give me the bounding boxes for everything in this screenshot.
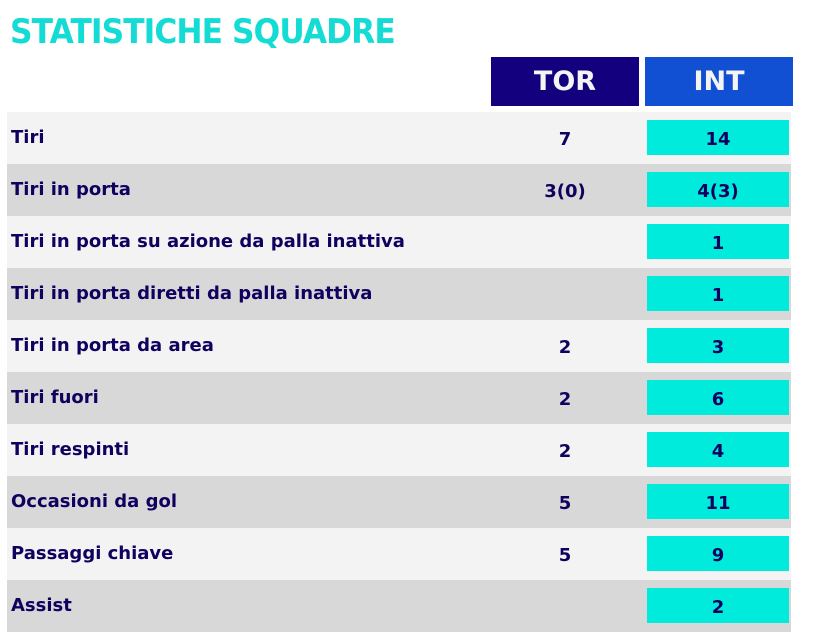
tor-value: 2 <box>558 337 572 358</box>
int-value: 14 <box>647 120 789 155</box>
tor-value: 5 <box>558 493 572 514</box>
stats-table: Tiri 7 14 Tiri in porta 3(0) 4(3) Tiri in port… <box>7 112 791 632</box>
stat-label: Tiri in porta <box>11 179 131 200</box>
int-value: 1 <box>647 224 789 259</box>
table-row: Tiri respinti 2 4 <box>7 424 791 476</box>
page-title: STATISTICHE SQUADRE <box>10 12 396 52</box>
table-row: Tiri fuori 2 6 <box>7 372 791 424</box>
tor-value: 7 <box>558 129 572 150</box>
int-value: 3 <box>647 328 789 363</box>
int-value: 4 <box>647 432 789 467</box>
stat-label: Tiri in porta diretti da palla inattiva <box>11 283 373 304</box>
stat-label: Passaggi chiave <box>11 543 174 564</box>
stat-label: Tiri fuori <box>11 387 99 408</box>
table-row: Passaggi chiave 5 9 <box>7 528 791 580</box>
table-row: Assist 2 <box>7 580 791 632</box>
tor-value: 5 <box>558 545 572 566</box>
stat-label: Assist <box>11 595 72 616</box>
int-value: 6 <box>647 380 789 415</box>
table-row: Tiri in porta 3(0) 4(3) <box>7 164 791 216</box>
team-header-tor: TOR <box>491 57 639 106</box>
int-value: 2 <box>647 588 789 623</box>
table-row: Tiri 7 14 <box>7 112 791 164</box>
tor-value: 3(0) <box>544 181 586 202</box>
stat-label: Tiri <box>11 127 45 148</box>
stat-label: Tiri in porta da area <box>11 335 214 356</box>
int-value: 1 <box>647 276 789 311</box>
table-row: Tiri in porta su azione da palla inattiv… <box>7 216 791 268</box>
team-header-int: INT <box>645 57 793 106</box>
table-row: Tiri in porta diretti da palla inattiva 1 <box>7 268 791 320</box>
stat-label: Occasioni da gol <box>11 491 178 512</box>
tor-value: 2 <box>558 389 572 410</box>
table-row: Occasioni da gol 5 11 <box>7 476 791 528</box>
int-value: 9 <box>647 536 789 571</box>
stat-label: Tiri respinti <box>11 439 130 460</box>
int-value: 11 <box>647 484 789 519</box>
int-value: 4(3) <box>647 172 789 207</box>
tor-value: 2 <box>558 441 572 462</box>
table-row: Tiri in porta da area 2 3 <box>7 320 791 372</box>
stat-label: Tiri in porta su azione da palla inattiv… <box>11 231 405 252</box>
